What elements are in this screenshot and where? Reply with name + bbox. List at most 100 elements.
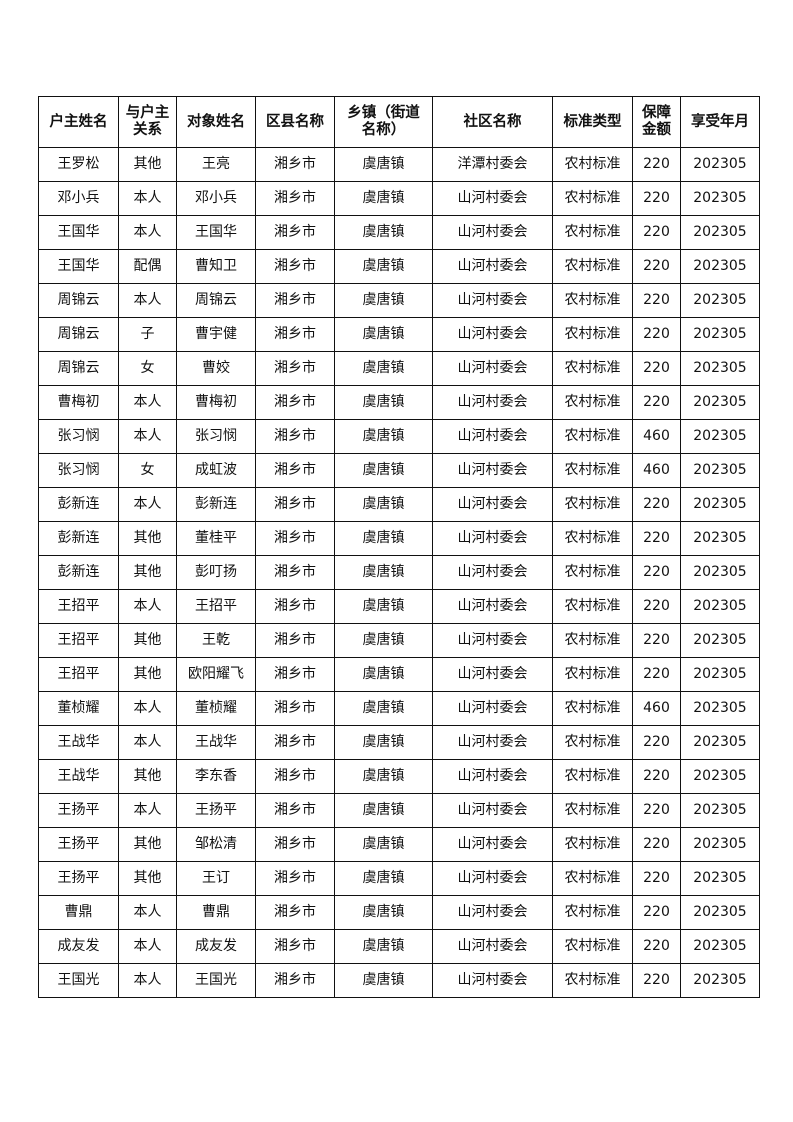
cell-community: 山河村委会 [432, 827, 553, 862]
cell-standard-type: 农村标准 [552, 317, 633, 352]
cell-county: 湘乡市 [255, 929, 335, 964]
cell-period: 202305 [680, 215, 760, 250]
cell-period: 202305 [680, 963, 760, 998]
cell-householder-name: 曹梅初 [38, 385, 119, 420]
cell-householder-name: 张习悯 [38, 453, 119, 488]
cell-township: 虞唐镇 [334, 385, 433, 420]
cell-recipient-name: 王扬平 [176, 793, 256, 828]
cell-period: 202305 [680, 691, 760, 726]
column-header-standard-type: 标准类型 [552, 96, 633, 148]
cell-relation: 本人 [118, 419, 177, 454]
cell-community: 山河村委会 [432, 623, 553, 658]
cell-relation: 其他 [118, 147, 177, 182]
cell-township: 虞唐镇 [334, 521, 433, 556]
cell-amount: 220 [632, 657, 681, 692]
cell-township: 虞唐镇 [334, 895, 433, 930]
cell-county: 湘乡市 [255, 793, 335, 828]
cell-period: 202305 [680, 181, 760, 216]
cell-standard-type: 农村标准 [552, 827, 633, 862]
cell-householder-name: 王国华 [38, 249, 119, 284]
cell-relation: 本人 [118, 929, 177, 964]
cell-recipient-name: 董桢耀 [176, 691, 256, 726]
table-row: 王招平 其他 王乾 湘乡市 虞唐镇 山河村委会 农村标准 220 202305 [38, 623, 760, 658]
cell-period: 202305 [680, 929, 760, 964]
cell-recipient-name: 张习悯 [176, 419, 256, 454]
cell-amount: 460 [632, 419, 681, 454]
column-header-township: 乡镇（街道名称） [334, 96, 433, 148]
cell-recipient-name: 王国华 [176, 215, 256, 250]
column-header-householder-name: 户主姓名 [38, 96, 119, 148]
cell-recipient-name: 李东香 [176, 759, 256, 794]
cell-relation: 本人 [118, 725, 177, 760]
cell-community: 山河村委会 [432, 215, 553, 250]
cell-township: 虞唐镇 [334, 725, 433, 760]
cell-community: 山河村委会 [432, 385, 553, 420]
cell-relation: 本人 [118, 793, 177, 828]
cell-community: 山河村委会 [432, 317, 553, 352]
cell-recipient-name: 王招平 [176, 589, 256, 624]
cell-county: 湘乡市 [255, 657, 335, 692]
cell-county: 湘乡市 [255, 555, 335, 590]
table-row: 王招平 其他 欧阳耀飞 湘乡市 虞唐镇 山河村委会 农村标准 220 202305 [38, 657, 760, 692]
cell-relation: 本人 [118, 181, 177, 216]
cell-amount: 220 [632, 147, 681, 182]
cell-standard-type: 农村标准 [552, 657, 633, 692]
cell-amount: 220 [632, 487, 681, 522]
cell-householder-name: 成友发 [38, 929, 119, 964]
cell-community: 山河村委会 [432, 929, 553, 964]
cell-standard-type: 农村标准 [552, 283, 633, 318]
table-row: 王扬平 本人 王扬平 湘乡市 虞唐镇 山河村委会 农村标准 220 202305 [38, 793, 760, 828]
cell-householder-name: 王招平 [38, 657, 119, 692]
cell-relation: 其他 [118, 555, 177, 590]
cell-township: 虞唐镇 [334, 827, 433, 862]
cell-householder-name: 王扬平 [38, 827, 119, 862]
cell-amount: 220 [632, 929, 681, 964]
cell-relation: 本人 [118, 487, 177, 522]
cell-recipient-name: 曹梅初 [176, 385, 256, 420]
cell-standard-type: 农村标准 [552, 759, 633, 794]
cell-county: 湘乡市 [255, 385, 335, 420]
cell-community: 山河村委会 [432, 963, 553, 998]
cell-recipient-name: 王战华 [176, 725, 256, 760]
cell-period: 202305 [680, 317, 760, 352]
cell-standard-type: 农村标准 [552, 351, 633, 386]
cell-county: 湘乡市 [255, 725, 335, 760]
cell-community: 山河村委会 [432, 793, 553, 828]
table-row: 曹鼎 本人 曹鼎 湘乡市 虞唐镇 山河村委会 农村标准 220 202305 [38, 895, 760, 930]
cell-county: 湘乡市 [255, 351, 335, 386]
cell-township: 虞唐镇 [334, 283, 433, 318]
cell-householder-name: 彭新连 [38, 487, 119, 522]
table-body: 王罗松 其他 王亮 湘乡市 虞唐镇 洋潭村委会 农村标准 220 202305 邓小兵 本人 邓小兵湘… [38, 147, 760, 998]
cell-householder-name: 彭新连 [38, 521, 119, 556]
cell-recipient-name: 曹知卫 [176, 249, 256, 284]
cell-community: 山河村委会 [432, 555, 553, 590]
cell-period: 202305 [680, 453, 760, 488]
cell-householder-name: 王招平 [38, 589, 119, 624]
cell-amount: 220 [632, 759, 681, 794]
cell-period: 202305 [680, 589, 760, 624]
cell-recipient-name: 曹鼎 [176, 895, 256, 930]
cell-community: 山河村委会 [432, 589, 553, 624]
cell-community: 山河村委会 [432, 419, 553, 454]
cell-community: 山河村委会 [432, 691, 553, 726]
cell-amount: 220 [632, 385, 681, 420]
table-row: 王国光 本人 王国光 湘乡市 虞唐镇 山河村委会 农村标准 220 202305 [38, 963, 760, 998]
cell-amount: 220 [632, 623, 681, 658]
cell-community: 山河村委会 [432, 657, 553, 692]
cell-householder-name: 周锦云 [38, 351, 119, 386]
table-row: 王国华 本人 王国华 湘乡市 虞唐镇 山河村委会 农村标准 220 202305 [38, 215, 760, 250]
cell-recipient-name: 彭新连 [176, 487, 256, 522]
cell-county: 湘乡市 [255, 895, 335, 930]
cell-recipient-name: 彭叮扬 [176, 555, 256, 590]
table-row: 王招平 本人 王招平 湘乡市 虞唐镇 山河村委会 农村标准 220 202305 [38, 589, 760, 624]
column-header-community: 社区名称 [432, 96, 553, 148]
cell-relation: 其他 [118, 827, 177, 862]
cell-householder-name: 彭新连 [38, 555, 119, 590]
table-row: 王国华 配偶 曹知卫 湘乡市 虞唐镇 山河村委会 农村标准 220 202305 [38, 249, 760, 284]
cell-standard-type: 农村标准 [552, 861, 633, 896]
cell-period: 202305 [680, 657, 760, 692]
cell-community: 山河村委会 [432, 453, 553, 488]
cell-township: 虞唐镇 [334, 861, 433, 896]
cell-householder-name: 王罗松 [38, 147, 119, 182]
cell-period: 202305 [680, 623, 760, 658]
